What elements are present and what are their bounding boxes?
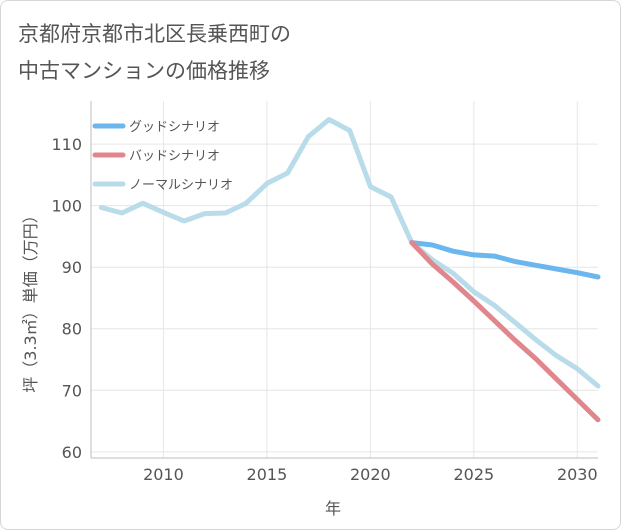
series-line-2	[98, 117, 601, 389]
x-tick-2020: 2020	[350, 465, 391, 484]
series-line-0	[409, 240, 601, 280]
legend-label-1: バッドシナリオ	[129, 149, 220, 164]
x-tick-2030: 2030	[557, 465, 598, 484]
y-tick-110: 110	[51, 135, 82, 154]
y-axis-label: 坪（3.3㎡）単価（万円）	[21, 207, 40, 392]
legend-label-0: グッドシナリオ	[129, 120, 220, 135]
y-tick-70: 70	[62, 381, 82, 400]
y-tick-60: 60	[62, 443, 82, 462]
x-tick-2015: 2015	[247, 465, 288, 484]
x-tick-2025: 2025	[453, 465, 494, 484]
series-lines	[98, 117, 601, 423]
chart-title: 京都府京都市北区長乗西町の 中古マンションの価格推移	[18, 22, 291, 83]
x-tick-labels: 2010 2015 2020 2025 2030	[143, 465, 598, 484]
legend-label-2: ノーマルシナリオ	[129, 178, 233, 193]
y-tick-labels: 60 70 80 90 100 110	[51, 135, 82, 462]
y-tick-100: 100	[51, 197, 82, 216]
y-tick-80: 80	[62, 320, 82, 339]
x-tick-2010: 2010	[143, 465, 184, 484]
series-line-1	[409, 240, 601, 423]
y-tick-90: 90	[62, 258, 82, 277]
x-axis-label: 年	[325, 499, 341, 518]
axes	[90, 101, 598, 459]
grid-lines	[91, 101, 598, 458]
